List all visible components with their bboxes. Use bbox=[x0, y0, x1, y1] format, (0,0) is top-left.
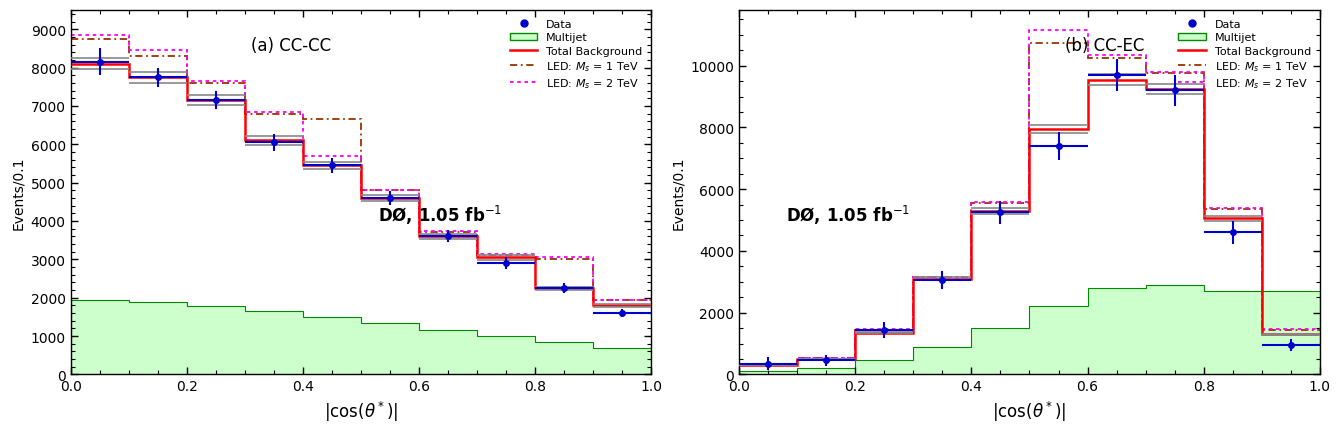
Text: (a) CC-CC: (a) CC-CC bbox=[251, 36, 331, 55]
Text: DØ, 1.05 fb$^{-1}$: DØ, 1.05 fb$^{-1}$ bbox=[785, 203, 910, 226]
Y-axis label: Events/0.1: Events/0.1 bbox=[11, 156, 25, 230]
Legend: Data, Multijet, Total Background, LED: $M_s$ = 1 TeV, LED: $M_s$ = 2 TeV: Data, Multijet, Total Background, LED: $… bbox=[506, 16, 646, 94]
Text: DØ, 1.05 fb$^{-1}$: DØ, 1.05 fb$^{-1}$ bbox=[378, 203, 503, 226]
Text: (b) CC-EC: (b) CC-EC bbox=[1066, 36, 1145, 55]
Y-axis label: Events/0.1: Events/0.1 bbox=[671, 156, 684, 230]
X-axis label: $|\cos(\theta^*)|$: $|\cos(\theta^*)|$ bbox=[992, 399, 1067, 423]
X-axis label: $|\cos(\theta^*)|$: $|\cos(\theta^*)|$ bbox=[323, 399, 399, 423]
Legend: Data, Multijet, Total Background, LED: $M_s$ = 1 TeV, LED: $M_s$ = 2 TeV: Data, Multijet, Total Background, LED: $… bbox=[1174, 16, 1314, 94]
